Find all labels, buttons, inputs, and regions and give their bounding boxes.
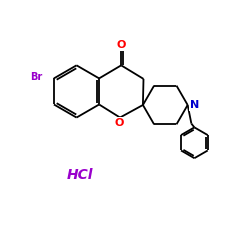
Text: Br: Br bbox=[30, 72, 42, 82]
Text: N: N bbox=[190, 100, 199, 110]
Text: O: O bbox=[114, 118, 124, 128]
Text: HCl: HCl bbox=[67, 168, 94, 182]
Text: O: O bbox=[116, 40, 126, 50]
